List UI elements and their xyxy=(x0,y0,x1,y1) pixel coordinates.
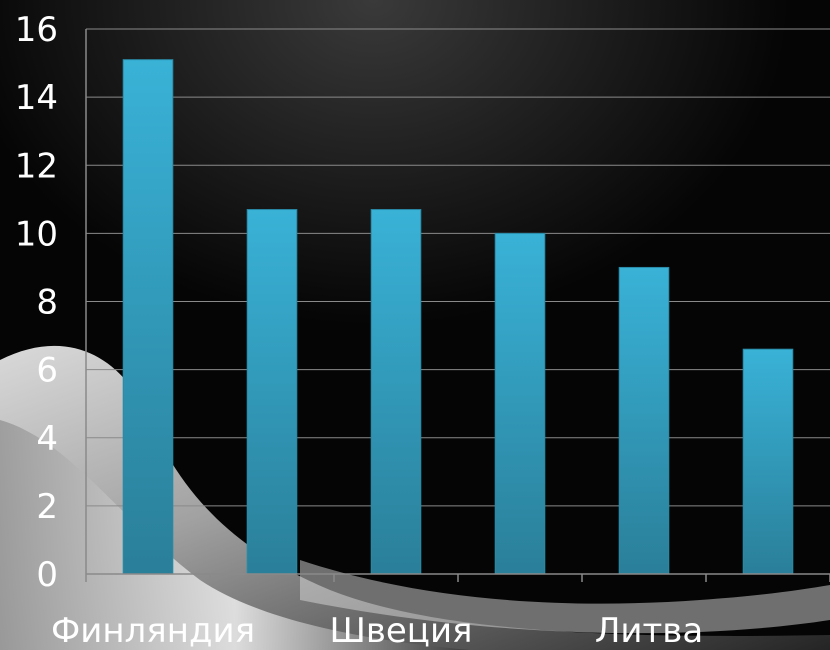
bar xyxy=(494,232,546,575)
axes xyxy=(85,29,830,582)
y-tick-label: 6 xyxy=(36,351,58,391)
x-category-label: Литва xyxy=(595,611,703,650)
bar xyxy=(246,209,298,575)
y-tick-label: 16 xyxy=(15,10,58,50)
bar xyxy=(618,266,670,575)
y-tick-label: 12 xyxy=(15,146,58,186)
x-category-label: Швеция xyxy=(329,611,472,650)
gridlines xyxy=(86,28,830,507)
y-tick-label: 4 xyxy=(36,419,58,459)
bar xyxy=(370,209,422,575)
y-tick-label: 2 xyxy=(36,487,58,527)
y-tick-label: 10 xyxy=(15,214,58,254)
x-category-labels: Финляндия Швеция Литва xyxy=(51,611,703,650)
y-tick-label: 14 xyxy=(15,78,58,118)
x-category-label: Финляндия xyxy=(51,611,255,650)
y-tick-labels: 0 2 4 6 8 10 12 14 16 xyxy=(15,10,58,595)
bar xyxy=(742,348,794,575)
y-tick-label: 8 xyxy=(36,283,58,323)
y-tick-label: 0 xyxy=(36,555,58,595)
bars xyxy=(122,59,794,575)
bar xyxy=(122,59,174,575)
